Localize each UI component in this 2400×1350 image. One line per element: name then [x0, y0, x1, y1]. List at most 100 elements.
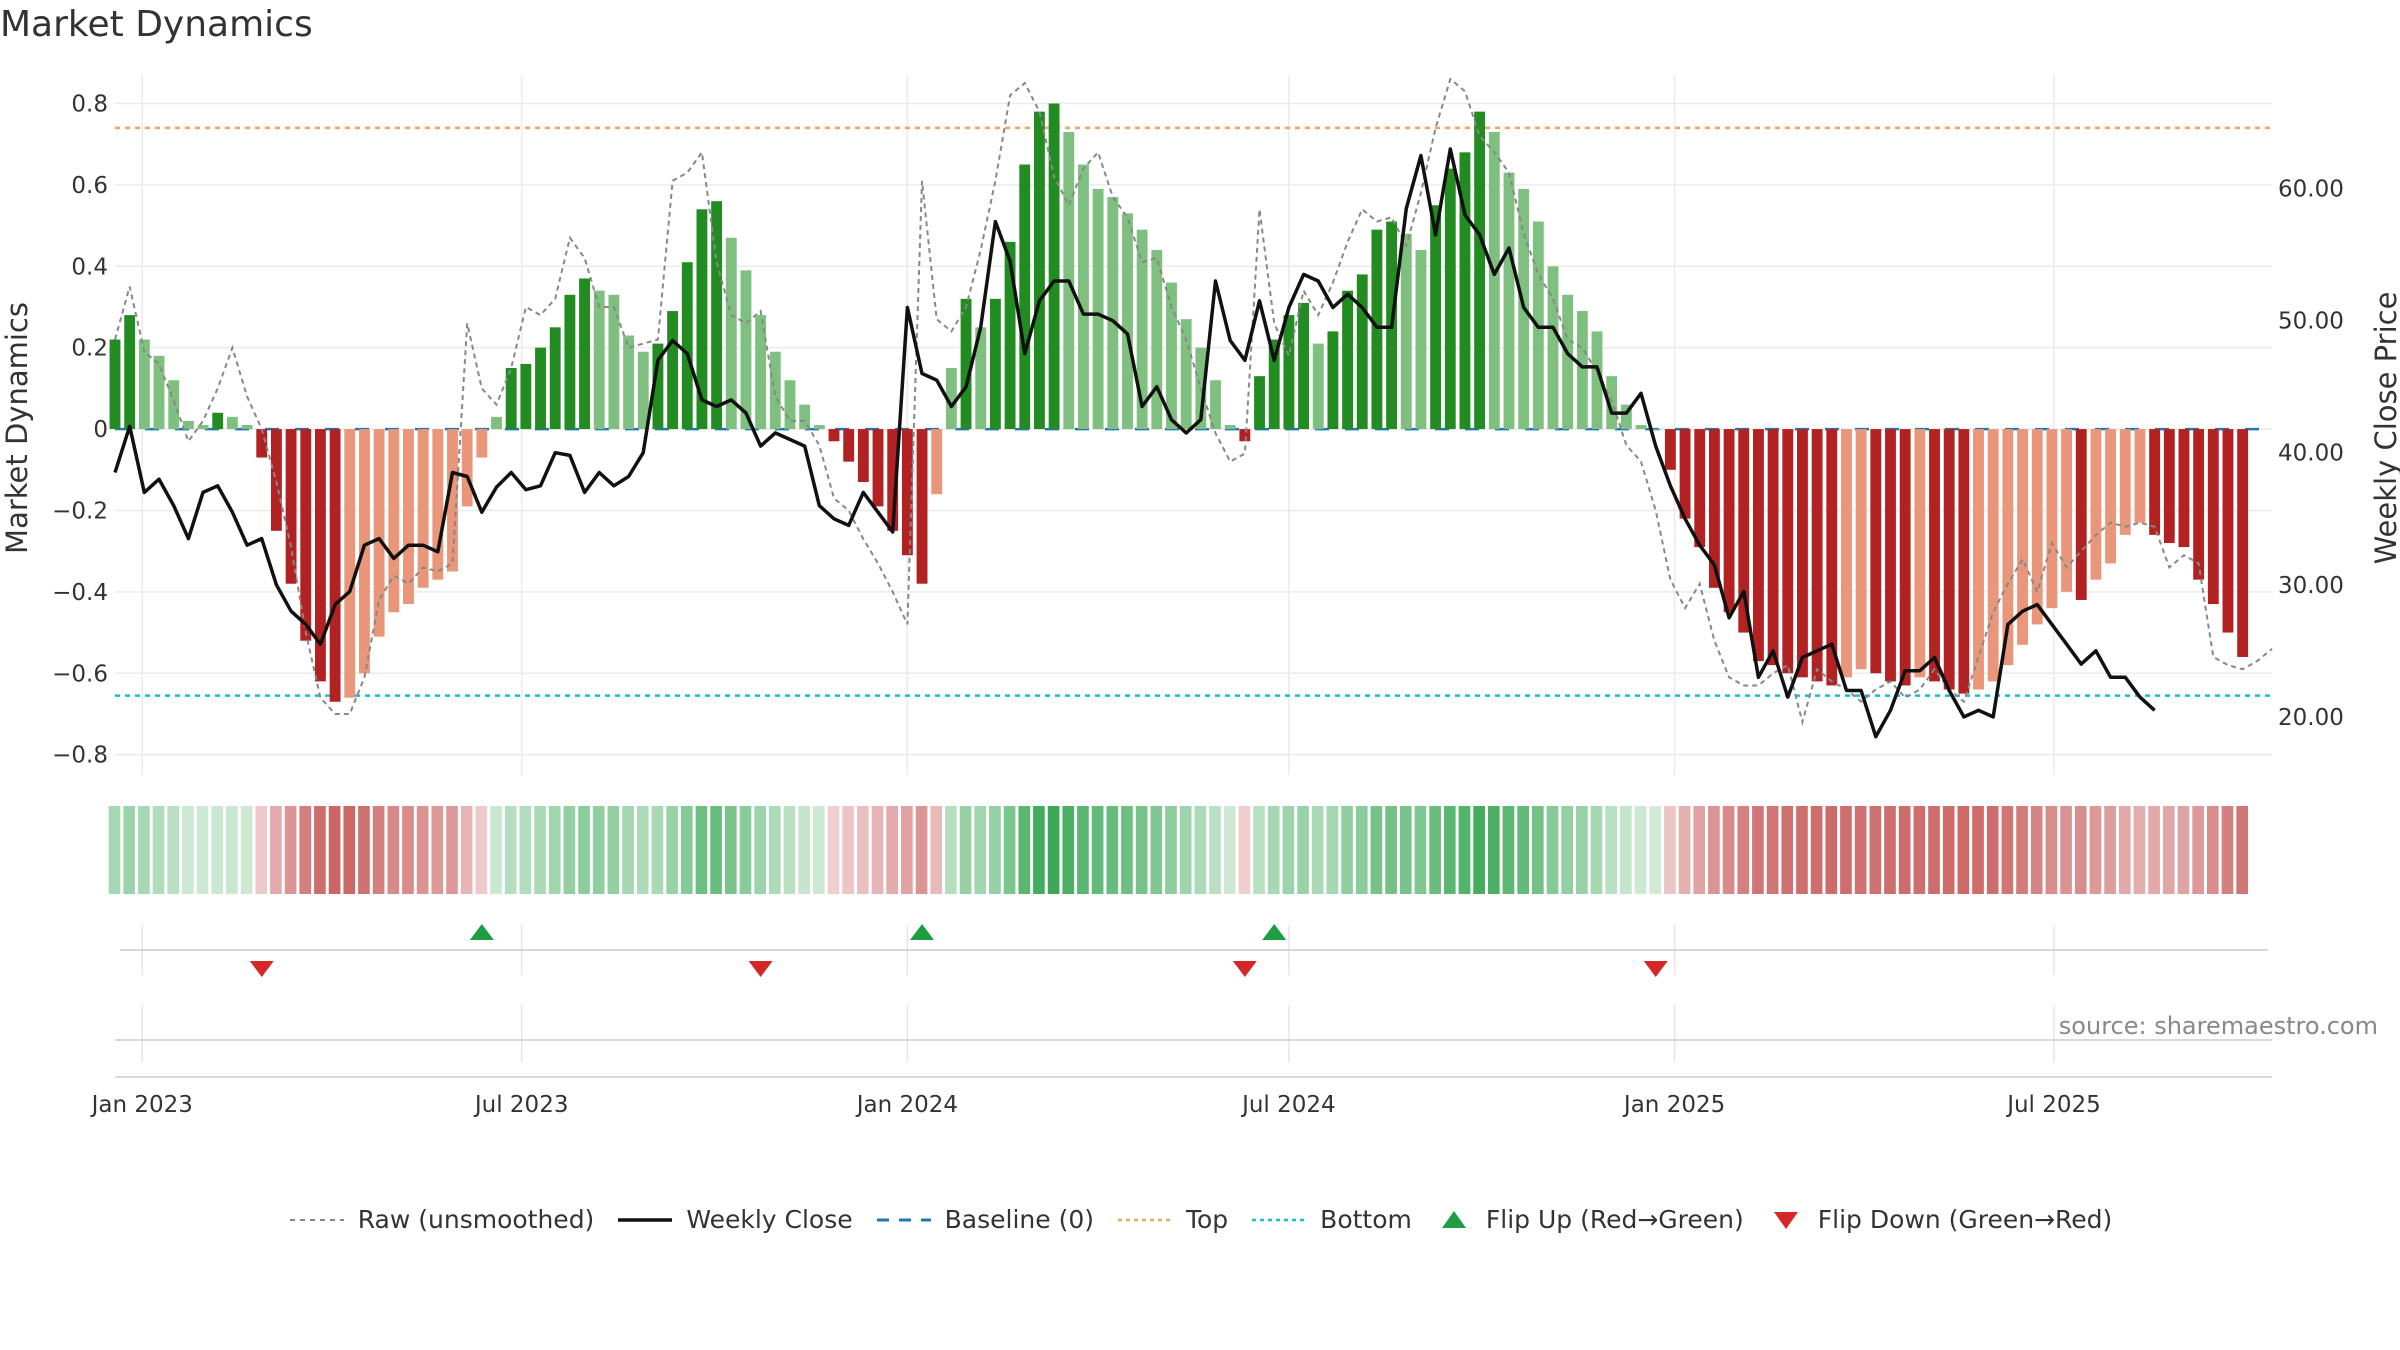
market-dynamics-bar: [1826, 429, 1838, 686]
regime-strip-cell: [1781, 806, 1794, 894]
legend: Raw (unsmoothed) Weekly Close Baseline (…: [0, 1205, 2400, 1234]
regime-strip-cell: [1986, 806, 1999, 894]
market-dynamics-bar: [124, 315, 136, 430]
regime-strip-cell: [1884, 806, 1896, 894]
source-note: source: sharemaestro.com: [2058, 1012, 2378, 1040]
market-dynamics-bar: [1958, 429, 1970, 694]
market-dynamics-bar: [1078, 164, 1089, 430]
regime-strip-cell: [1165, 806, 1177, 894]
market-dynamics-bar: [1210, 380, 1221, 430]
market-dynamics-bar: [564, 294, 576, 430]
market-dynamics-bar: [344, 429, 356, 698]
regime-strip-cell: [372, 806, 385, 894]
market-dynamics-bar: [1474, 111, 1486, 430]
regime-strip-cell: [2236, 806, 2248, 894]
market-dynamics-bar: [1708, 429, 1720, 588]
regime-strip-cell: [1033, 806, 1045, 894]
market-dynamics-bar: [579, 278, 590, 430]
market-dynamics-bar: [329, 429, 341, 702]
regime-strip-cell: [460, 806, 473, 894]
regime-strip-cell: [1605, 806, 1618, 894]
regime-strip-cell: [563, 806, 576, 894]
market-dynamics-bar: [1048, 103, 1060, 430]
chart-title: Market Dynamics: [0, 4, 313, 45]
regime-strip-cell: [446, 806, 458, 894]
market-dynamics-bar: [1576, 311, 1588, 430]
regime-strip-cell: [901, 806, 913, 894]
regime-strip-cell: [1531, 806, 1544, 894]
market-dynamics-bar: [1298, 302, 1309, 430]
regime-strip-cell: [1796, 806, 1808, 894]
regime-strip-cell: [1590, 806, 1603, 894]
regime-strip-cell: [255, 806, 268, 894]
regime-strip-cell: [886, 806, 899, 894]
regime-strip-cell: [2089, 806, 2102, 894]
regime-strip-cell: [1825, 806, 1838, 894]
regime-strip-cell: [2104, 806, 2116, 894]
weekly-close-line: [113, 147, 2156, 739]
regime-strip-cell: [2045, 806, 2058, 894]
regime-strip-cell: [607, 806, 620, 894]
regime-strip-cell: [636, 806, 649, 894]
market-dynamics-bar: [1342, 290, 1354, 430]
regime-strip-cell: [812, 806, 825, 894]
regime-strip-cell: [1385, 806, 1397, 894]
market-dynamics-bar: [1459, 152, 1471, 430]
regime-strip-cell: [1737, 806, 1750, 894]
market-dynamics-bar: [1767, 429, 1779, 666]
regime-strip-cell: [1546, 806, 1559, 894]
market-dynamics-bar: [1664, 429, 1676, 470]
flip-down-marker: [748, 961, 773, 977]
market-dynamics-bar: [520, 363, 532, 430]
market-dynamics-bar: [373, 429, 385, 637]
regime-strip-cell: [152, 806, 165, 894]
legend-item-raw: Raw (unsmoothed): [288, 1205, 594, 1234]
legend-swatch-raw: [289, 1218, 344, 1221]
market-dynamics-bar: [1033, 111, 1045, 430]
market-dynamics-bar: [153, 355, 165, 430]
market-dynamics-bar: [1650, 429, 1662, 431]
regime-strip-cell: [343, 806, 356, 894]
right-tick-label: 50.00: [2278, 309, 2344, 335]
market-dynamics-bar: [491, 416, 502, 430]
market-dynamics-bar: [931, 429, 943, 495]
market-dynamics-bar: [1620, 404, 1632, 430]
legend-label-bottom: Bottom: [1320, 1205, 1412, 1234]
regime-strip-cell: [1840, 806, 1852, 894]
x-tick-label: Jan 2025: [1622, 1092, 1725, 1118]
regime-strip-cell: [1649, 806, 1662, 894]
market-dynamics-bar: [1312, 343, 1324, 430]
market-dynamics-bar: [1151, 250, 1163, 430]
regime-strip-cell: [842, 806, 855, 894]
market-dynamics-bar: [813, 425, 825, 430]
legend-item-flip-up: Flip Up (Red→Green): [1434, 1205, 1744, 1234]
market-dynamics-bar: [828, 429, 840, 442]
left-tick-label: 0.8: [71, 91, 108, 117]
regime-strip-cell: [695, 806, 708, 894]
market-dynamics-bar: [901, 429, 913, 556]
x-tick-label: Jul 2023: [473, 1092, 569, 1118]
regime-strip-cell: [945, 806, 957, 894]
regime-strip-cell: [1854, 806, 1867, 894]
market-dynamics-bar: [975, 327, 987, 430]
regime-strip-cell: [1106, 806, 1119, 894]
legend-item-bottom: Bottom: [1250, 1205, 1412, 1234]
regime-strip-cell: [284, 806, 297, 894]
regime-strip-cell: [2162, 806, 2175, 894]
regime-strip-cell: [783, 806, 796, 894]
regime-strip-cell: [548, 806, 561, 894]
regime-strip-cell: [431, 806, 444, 894]
market-dynamics-bar: [945, 368, 957, 430]
market-dynamics-bar: [725, 237, 737, 430]
market-dynamics-bar: [549, 327, 561, 430]
regime-strip-cell: [2177, 806, 2190, 894]
market-dynamics-bar: [960, 298, 972, 430]
regime-strip-cell: [1414, 806, 1427, 894]
right-tick-label: 60.00: [2278, 177, 2344, 203]
regime-strip-cell: [1091, 806, 1104, 894]
flip-down-marker: [249, 961, 274, 977]
market-dynamics-bar: [1371, 229, 1383, 430]
regime-strip-cell: [2030, 806, 2043, 894]
market-dynamics-bar: [681, 262, 693, 430]
right-tick-label: 30.00: [2278, 573, 2344, 599]
